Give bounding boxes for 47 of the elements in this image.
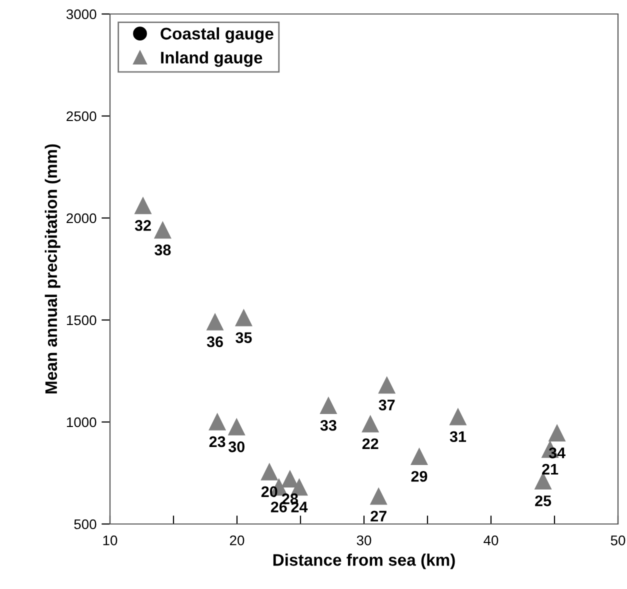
legend-label: Inland gauge xyxy=(161,51,262,67)
annotation: 35 xyxy=(236,332,252,344)
point xyxy=(235,310,252,326)
x-tick-label: 30 xyxy=(356,535,372,546)
point xyxy=(261,464,278,480)
legend-label: Coastal gauge xyxy=(160,27,274,43)
annotation: 30 xyxy=(228,441,244,452)
y-tick-label: 2000 xyxy=(66,213,96,224)
x-tick-label: 50 xyxy=(610,535,626,546)
point xyxy=(228,418,245,436)
y-tick-label: 3000 xyxy=(66,9,96,20)
x-tick-label: 10 xyxy=(103,535,118,546)
y-tick-label: 1000 xyxy=(66,417,96,428)
point xyxy=(208,414,226,430)
x-tick-label: 20 xyxy=(230,535,244,546)
point xyxy=(370,488,387,505)
point xyxy=(206,314,224,330)
y-axis-title: Mean annual precipitation (mm) xyxy=(44,144,60,394)
point xyxy=(534,472,552,490)
point xyxy=(410,448,428,466)
annotation: 32 xyxy=(134,220,151,231)
annotation: 34 xyxy=(548,448,566,458)
point xyxy=(282,470,298,488)
annotation: 38 xyxy=(154,244,171,256)
x-tick-label: 40 xyxy=(484,535,498,546)
annotation: 33 xyxy=(320,420,336,431)
annotation: 36 xyxy=(206,336,223,348)
annotation: 25 xyxy=(535,495,552,506)
y-tick-label: 500 xyxy=(74,519,96,530)
annotation: 29 xyxy=(411,470,428,482)
annotation: 20 xyxy=(261,486,278,498)
point xyxy=(320,397,337,414)
x-axis-title: Distance from sea (km) xyxy=(273,554,455,570)
point xyxy=(134,197,152,214)
annotation: 22 xyxy=(362,438,378,449)
annotation: 27 xyxy=(370,510,386,522)
point xyxy=(378,376,396,394)
annotation: 37 xyxy=(378,400,395,410)
point xyxy=(450,408,466,426)
point xyxy=(154,222,172,239)
annotation: 23 xyxy=(209,436,226,448)
annotation: 31 xyxy=(450,431,466,442)
y-tick-label: 2500 xyxy=(66,111,96,122)
point xyxy=(362,416,379,432)
y-tick-label: 1500 xyxy=(66,315,96,326)
point xyxy=(548,424,566,442)
annotation: 21 xyxy=(542,464,558,474)
